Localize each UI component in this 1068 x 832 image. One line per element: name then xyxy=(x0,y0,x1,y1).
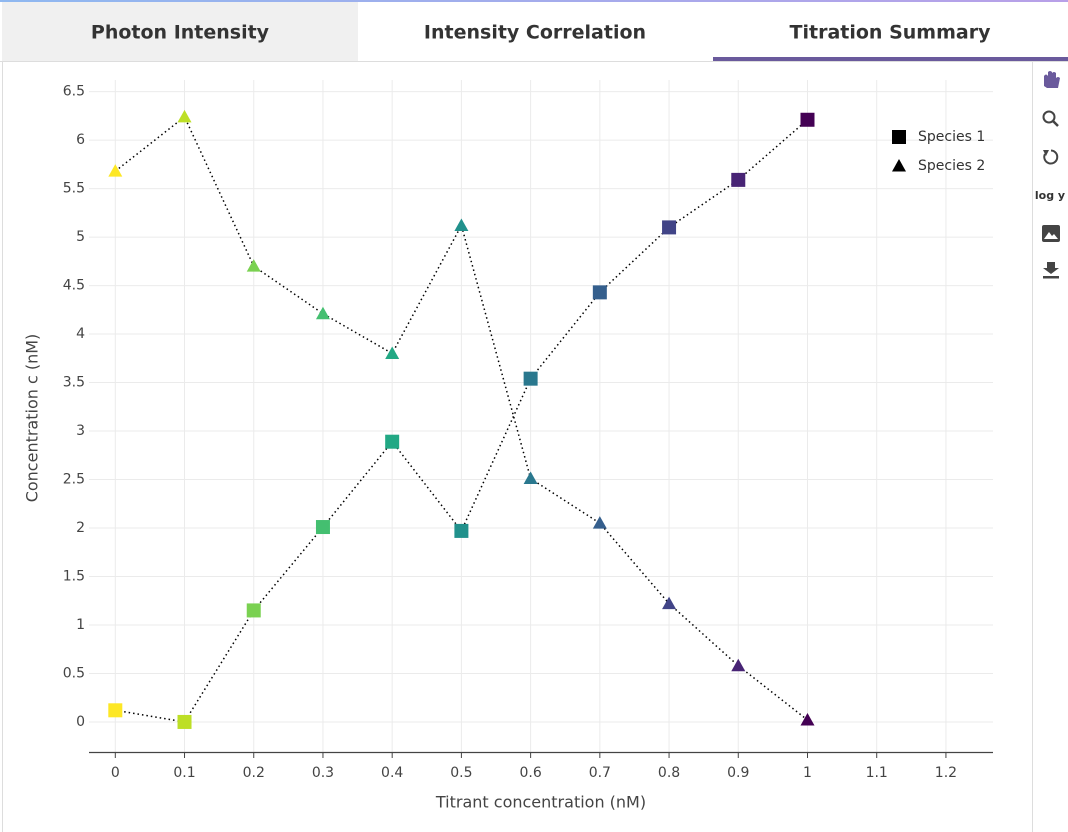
x-tick-label: 0.6 xyxy=(519,765,541,781)
tab-bg[interactable] xyxy=(2,2,358,61)
point xyxy=(246,603,261,618)
tab[interactable]: Intensity Correlation xyxy=(424,22,646,44)
y-tick-label: 0.5 xyxy=(63,665,85,681)
point xyxy=(315,306,330,320)
point xyxy=(731,172,746,187)
y-tick-label: 2 xyxy=(76,520,85,536)
point xyxy=(385,346,400,359)
active-tab-underline xyxy=(713,57,1068,61)
y-axis-title: Concentration c (nM) xyxy=(23,334,42,503)
y-tick-label: 5.5 xyxy=(63,181,85,197)
y-tick-label: 3.5 xyxy=(63,375,85,391)
point xyxy=(315,520,330,535)
y-tick-label: 3 xyxy=(76,423,85,439)
point xyxy=(523,471,538,485)
download-tool[interactable] xyxy=(1043,262,1059,279)
y-tick-label: 5 xyxy=(76,229,85,245)
point xyxy=(246,259,261,272)
x-tick-label: 0.7 xyxy=(589,765,611,781)
plot: 0 0.5 1 1.5 2 2.5 3 3.5 4 4.5 5 5.5 6 6.5 0 0.1 0.2 0.3 0.… xyxy=(63,80,993,781)
y-tick-label: 1.5 xyxy=(63,568,85,584)
tab-bg[interactable] xyxy=(358,2,713,61)
legend: Species 1 Species 2 xyxy=(892,129,985,174)
tab[interactable]: Titration Summary xyxy=(790,22,992,44)
x-tick-label: 0.1 xyxy=(173,765,195,781)
tab[interactable]: Photon Intensity xyxy=(91,22,270,44)
point xyxy=(177,714,192,729)
legend-marker xyxy=(892,159,906,172)
point xyxy=(454,218,469,231)
point xyxy=(662,220,677,235)
reset-tool[interactable] xyxy=(1043,149,1059,165)
point xyxy=(523,371,538,386)
point xyxy=(108,164,123,177)
point xyxy=(662,596,677,610)
point xyxy=(800,713,815,726)
x-tick-label: 0.2 xyxy=(243,765,265,781)
legend-label: Species 1 xyxy=(918,129,985,145)
point xyxy=(592,285,607,300)
y-tick-label: 6 xyxy=(76,132,85,148)
point xyxy=(177,109,192,123)
point xyxy=(731,658,746,672)
x-tick-label: 0.4 xyxy=(381,765,403,781)
point xyxy=(592,516,607,529)
x-tick-label: 0.9 xyxy=(727,765,749,781)
pan-tool[interactable] xyxy=(1044,71,1060,88)
y-tick-label: 4.5 xyxy=(63,278,85,294)
y-tick-label: 2.5 xyxy=(63,472,85,488)
x-tick-label: 0.3 xyxy=(312,765,334,781)
x-tick-label: 1 xyxy=(803,765,812,781)
legend-marker xyxy=(892,130,906,144)
x-tick-label: 1.2 xyxy=(935,765,957,781)
point xyxy=(800,112,815,127)
point xyxy=(454,523,469,538)
x-tick-label: 0.8 xyxy=(658,765,680,781)
y-tick-label: 0 xyxy=(76,714,85,730)
zoom-tool[interactable] xyxy=(1042,110,1059,127)
x-tick-label: 0.5 xyxy=(450,765,472,781)
y-tick-label: 4 xyxy=(76,326,85,342)
save-image-tool[interactable] xyxy=(1042,225,1060,242)
y-tick-label: 6.5 xyxy=(63,84,85,100)
toolbar: log y xyxy=(1035,71,1065,279)
top-bar xyxy=(0,0,1068,2)
legend-label: Species 2 xyxy=(918,158,985,174)
series-line xyxy=(115,119,808,723)
x-tick-label: 1.1 xyxy=(866,765,888,781)
point xyxy=(108,703,123,718)
y-tick-label: 1 xyxy=(76,617,85,633)
point xyxy=(385,434,400,449)
x-tick-label: 0 xyxy=(111,765,120,781)
x-axis-title: Titrant concentration (nM) xyxy=(435,793,646,812)
tab-bg[interactable] xyxy=(713,2,1068,61)
log-y-toggle[interactable]: log y xyxy=(1035,189,1065,202)
